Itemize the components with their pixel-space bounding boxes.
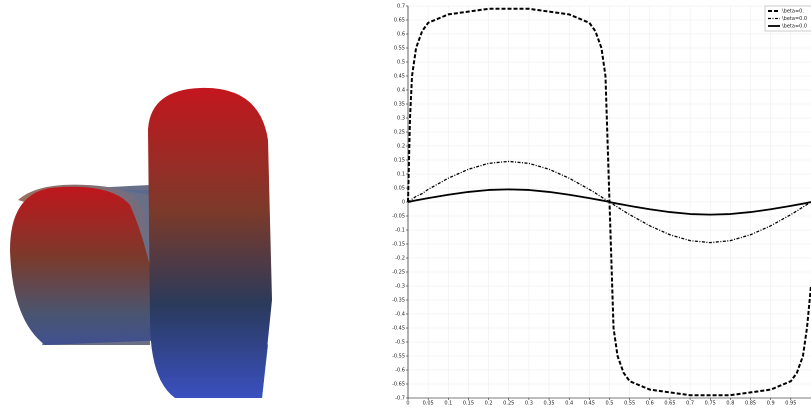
x-tick-label: 0.65 (664, 401, 675, 407)
y-tick-label: -0.05 (392, 214, 405, 220)
x-tick-label: 0.4 (565, 401, 573, 407)
y-tick-label: 0.2 (397, 144, 405, 150)
y-tick-label: 0.05 (394, 186, 405, 192)
x-tick-label: 0.8 (726, 401, 734, 407)
y-tick-label: -0.25 (392, 270, 405, 276)
legend: \beta=0.\beta=0.0\beta=0.0 (765, 6, 811, 31)
y-tick-label: -0.15 (392, 242, 405, 248)
y-tick-label: -0.45 (392, 326, 405, 332)
y-tick-label: 0.15 (394, 158, 405, 164)
y-tick-label: -0.65 (392, 382, 405, 388)
y-tick-label: 0.45 (394, 74, 405, 80)
x-tick-label: 0.35 (543, 401, 554, 407)
y-tick-label: -0.35 (392, 298, 405, 304)
x-tick-label: 0.7 (686, 401, 694, 407)
x-tick-label: 0.3 (525, 401, 533, 407)
y-tick-label: 0.1 (397, 172, 405, 178)
screen: -0.7 -0.65 -0.6 -0.55 -0.5 -0.45 -0.4 -0.35 -0.3… (0, 0, 811, 408)
x-tick-label: 0.05 (423, 401, 434, 407)
y-tick-label: 0.5 (397, 60, 405, 66)
y-tick-label: -0.55 (392, 354, 405, 360)
x-tick-label: 0.95 (785, 401, 796, 407)
x-tick-label: 0.9 (767, 401, 775, 407)
y-tick-label: 0.65 (394, 18, 405, 24)
x-tick-label: 0.75 (705, 401, 716, 407)
y-tick-label: -0.5 (395, 340, 405, 346)
y-tick-label: 0.3 (397, 116, 405, 122)
x-tick-label: 0 (406, 401, 409, 407)
y-tick-label: -0.1 (395, 228, 405, 234)
y-tick-label: -0.2 (395, 256, 405, 262)
y-tick-label: 0.35 (394, 102, 405, 108)
x-tick-label: 0.55 (624, 401, 635, 407)
x-tick-label: 0.5 (606, 401, 614, 407)
x-tick-label: 0.85 (745, 401, 756, 407)
chart: -0.7 -0.65 -0.6 -0.55 -0.5 -0.45 -0.4 -0.35 -0.3… (392, 4, 811, 407)
y-tick-label: -0.3 (395, 284, 405, 290)
y-tick-label: 0.7 (397, 4, 405, 10)
y-tick-label: 0.25 (394, 130, 405, 136)
x-tick-label: 0.45 (584, 401, 595, 407)
x-tick-label: 0.6 (646, 401, 654, 407)
legend-label: \beta=0.0 (782, 24, 807, 30)
y-tick-label: 0.4 (397, 88, 405, 94)
y-tick-label: 0.6 (397, 32, 405, 38)
legend-label: \beta=0. (782, 9, 804, 15)
y-tick-label: -0.6 (395, 368, 405, 374)
x-tick-label: 0.1 (444, 401, 452, 407)
y-tick-label: 0 (402, 200, 405, 206)
legend-label: \beta=0.0 (782, 16, 807, 22)
render-3d (10, 88, 272, 398)
x-tick-label: 0.15 (463, 401, 474, 407)
y-tick-label: -0.4 (395, 312, 405, 318)
y-tick-label: -0.7 (395, 396, 405, 402)
x-tick-label: 0.2 (485, 401, 493, 407)
y-tick-label: 0.55 (394, 46, 405, 52)
x-tick-label: 0.25 (503, 401, 514, 407)
